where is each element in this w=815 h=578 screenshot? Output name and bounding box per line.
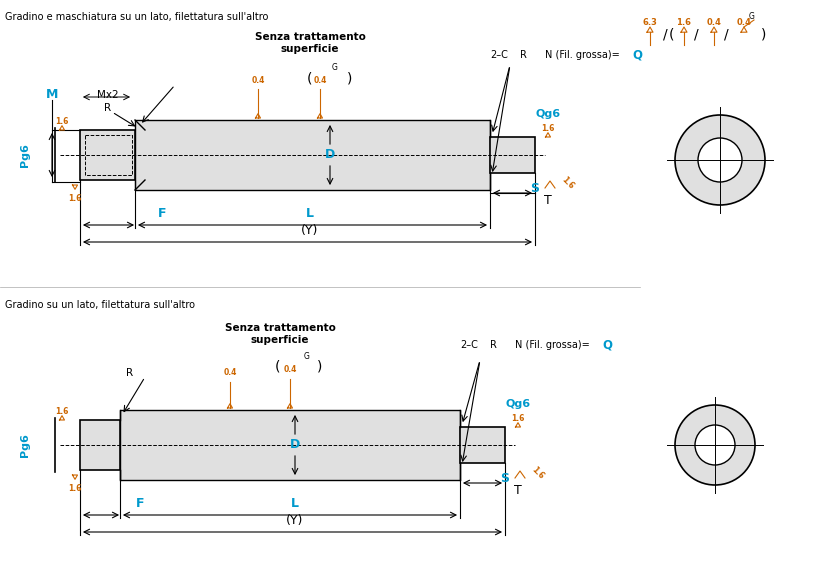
Text: 2–C: 2–C xyxy=(490,50,508,60)
Text: R: R xyxy=(126,368,134,378)
Text: (Y): (Y) xyxy=(302,224,319,237)
Text: 0.4: 0.4 xyxy=(707,18,721,27)
FancyBboxPatch shape xyxy=(135,120,490,190)
Text: Mx2: Mx2 xyxy=(97,90,119,100)
FancyBboxPatch shape xyxy=(80,130,135,180)
Text: /: / xyxy=(694,28,698,42)
Text: S: S xyxy=(531,181,540,195)
Text: 1.6: 1.6 xyxy=(511,414,525,423)
Text: T: T xyxy=(514,484,522,498)
Text: (: ( xyxy=(307,71,313,85)
Text: 6.3: 6.3 xyxy=(642,18,658,27)
Text: R: R xyxy=(104,103,112,113)
FancyBboxPatch shape xyxy=(490,137,535,173)
Text: R: R xyxy=(490,340,497,350)
Text: Gradino e maschiatura su un lato, filettatura sull'altro: Gradino e maschiatura su un lato, filett… xyxy=(5,12,268,22)
Text: /: / xyxy=(724,28,729,42)
Text: 1.6: 1.6 xyxy=(541,124,555,133)
Text: S: S xyxy=(500,472,509,484)
Text: 0.4: 0.4 xyxy=(737,18,751,27)
Text: 0.4: 0.4 xyxy=(251,76,265,85)
Text: 1.6: 1.6 xyxy=(55,117,68,126)
Text: 2–C: 2–C xyxy=(460,340,478,350)
Text: ): ) xyxy=(347,71,353,85)
Text: 0.4: 0.4 xyxy=(313,76,327,85)
Circle shape xyxy=(675,115,765,205)
Text: D: D xyxy=(325,149,335,161)
Circle shape xyxy=(695,425,735,465)
Text: (: ( xyxy=(669,28,675,42)
Text: Q: Q xyxy=(632,49,642,61)
Text: 0.4: 0.4 xyxy=(223,368,236,377)
Text: 1.6: 1.6 xyxy=(560,175,576,191)
FancyBboxPatch shape xyxy=(460,427,505,463)
Text: 1.6: 1.6 xyxy=(530,465,546,481)
Text: F: F xyxy=(136,497,144,510)
FancyBboxPatch shape xyxy=(80,420,120,470)
Text: 1.6: 1.6 xyxy=(55,407,68,416)
Text: Pg6: Pg6 xyxy=(20,143,30,167)
Text: L: L xyxy=(306,207,314,220)
Text: ): ) xyxy=(761,28,767,42)
Text: M: M xyxy=(46,88,58,102)
Text: 0.4: 0.4 xyxy=(284,365,297,374)
Text: D: D xyxy=(290,439,300,451)
Text: L: L xyxy=(291,497,299,510)
Text: /: / xyxy=(663,28,667,42)
Text: 1.6: 1.6 xyxy=(68,194,82,203)
Text: 1.6: 1.6 xyxy=(68,484,82,493)
Text: G: G xyxy=(332,63,338,72)
Text: Gradino su un lato, filettatura sull'altro: Gradino su un lato, filettatura sull'alt… xyxy=(5,300,195,310)
Text: ): ) xyxy=(317,360,323,374)
Text: N (Fil. grossa)=: N (Fil. grossa)= xyxy=(515,340,590,350)
Text: (Y): (Y) xyxy=(286,514,304,527)
Text: 1.6: 1.6 xyxy=(676,18,691,27)
Text: Qg6: Qg6 xyxy=(505,399,531,409)
Text: Q: Q xyxy=(602,339,612,351)
Text: T: T xyxy=(544,195,552,208)
Text: Senza trattamento
superficie: Senza trattamento superficie xyxy=(254,32,365,54)
Circle shape xyxy=(698,138,742,182)
Text: Qg6: Qg6 xyxy=(535,109,561,119)
Text: (: ( xyxy=(275,360,280,374)
Circle shape xyxy=(675,405,755,485)
Text: Pg6: Pg6 xyxy=(20,433,30,457)
Text: Senza trattamento
superficie: Senza trattamento superficie xyxy=(225,323,336,344)
Text: G: G xyxy=(749,12,755,21)
Text: R: R xyxy=(520,50,526,60)
Text: F: F xyxy=(158,207,166,220)
Text: G: G xyxy=(304,352,310,361)
FancyBboxPatch shape xyxy=(120,410,460,480)
Text: N (Fil. grossa)=: N (Fil. grossa)= xyxy=(545,50,619,60)
